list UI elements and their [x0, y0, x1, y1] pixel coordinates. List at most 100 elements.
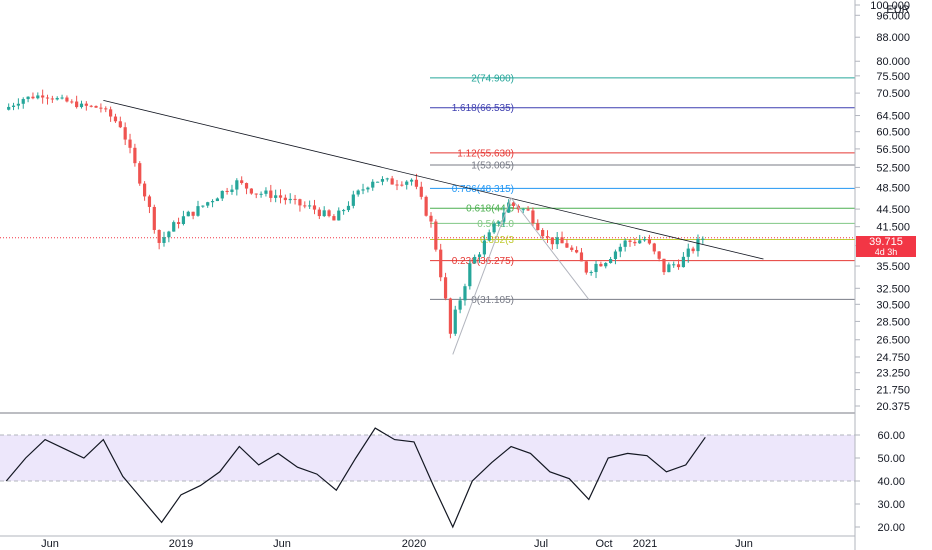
candle-body: [89, 105, 93, 107]
candle-body: [477, 254, 482, 257]
time-tick-label: Jun: [735, 538, 753, 550]
candle-body: [133, 147, 137, 164]
candle-body: [283, 197, 287, 201]
time-tick-label: Jul: [534, 538, 548, 550]
candle-body: [278, 195, 283, 198]
candle-body: [565, 243, 569, 248]
candlestick-series[interactable]: [7, 89, 705, 339]
time-tick-label: 2020: [402, 538, 426, 550]
price-tick-label: 100.000: [870, 0, 910, 12]
candle-body: [99, 107, 103, 109]
candle-body: [235, 180, 239, 190]
candle-body: [26, 96, 30, 100]
candle-body: [186, 211, 190, 217]
candle-body: [429, 215, 433, 222]
candle-body: [60, 97, 64, 99]
price-tick-label: 20.375: [876, 401, 910, 413]
price-tick-label: 32.500: [876, 283, 910, 295]
candle-body: [157, 229, 161, 243]
price-tick-label: 23.250: [876, 368, 910, 380]
candle-body: [589, 272, 593, 274]
candle-body: [628, 240, 632, 242]
price-tick-label: 28.500: [876, 316, 910, 328]
candle-body: [45, 97, 50, 99]
candle-body: [681, 256, 686, 268]
candle-body: [162, 237, 166, 243]
fib-level-label: 1(53.005): [471, 161, 514, 172]
fibonacci-levels[interactable]: 2(74.900) 1.618(66.535) 1.12(55.630) 1(53.0…: [0, 73, 855, 306]
candle-body: [176, 222, 181, 224]
price-tick-label: 60.500: [876, 127, 910, 139]
candle-body: [75, 101, 79, 108]
fib-level-label: 0(31.105): [471, 295, 514, 306]
candle-body: [191, 211, 195, 216]
candle-body: [240, 180, 244, 184]
candle-body: [79, 103, 84, 108]
candle-body: [536, 223, 540, 231]
candle-body: [584, 261, 588, 273]
fib-level-label: 0.5(42.0: [477, 219, 514, 230]
candle-body: [405, 181, 409, 185]
candle-body: [647, 239, 652, 244]
price-tick-label: 41.500: [876, 222, 910, 234]
time-tick-label: Oct: [595, 538, 612, 550]
candle-body: [424, 196, 428, 216]
fib-level-label: 2(74.900): [471, 73, 514, 84]
candle-body: [147, 196, 152, 207]
rsi-tick-label: 20.00: [877, 522, 905, 534]
trendline[interactable]: [103, 99, 764, 260]
candle-body: [521, 209, 525, 211]
rsi-tick-label: 30.00: [877, 499, 905, 511]
candle-body: [342, 210, 346, 212]
candle-body: [65, 97, 69, 102]
fib-swing-path[interactable]: [452, 196, 590, 355]
candle-body: [414, 179, 419, 187]
candle-body: [657, 251, 661, 259]
candle-body: [230, 189, 234, 192]
price-tick-label: 44.500: [876, 204, 910, 216]
price-tick-label: 70.500: [876, 88, 910, 100]
rsi-line: [5, 427, 706, 529]
drawings[interactable]: [103, 99, 764, 355]
candle-body: [633, 241, 637, 244]
candle-body: [482, 240, 486, 255]
fib-level-label: 0.786(48.315): [452, 184, 514, 195]
price-tick-label: 96.000: [876, 10, 910, 22]
candle-body: [298, 199, 302, 206]
candle-body: [41, 95, 45, 98]
candle-body: [419, 186, 423, 197]
candle-body: [36, 95, 40, 99]
candle-body: [167, 231, 171, 238]
candle-body: [642, 239, 647, 241]
fib-level-label: 0.236(36.275): [452, 256, 514, 267]
candle-body: [356, 190, 360, 195]
candle-body: [31, 96, 35, 99]
candle-body: [599, 263, 603, 267]
rsi-pane[interactable]: [0, 427, 855, 529]
candle-body: [16, 103, 20, 106]
candle-body: [254, 193, 258, 195]
candle-body: [327, 210, 331, 217]
candle-body: [667, 264, 671, 273]
candle-body: [545, 236, 550, 238]
candle-body: [623, 240, 627, 247]
price-pane[interactable]: 2(74.900) 1.618(66.535) 1.12(55.630) 1(53.0…: [0, 73, 855, 355]
candle-body: [434, 221, 438, 250]
candle-body: [274, 195, 278, 198]
candle-body: [249, 188, 253, 194]
candle-body: [395, 184, 399, 186]
rsi-band: [0, 435, 855, 481]
candle-body: [531, 210, 535, 224]
candle-body: [142, 183, 147, 197]
candle-body: [293, 198, 297, 200]
candle-body: [560, 237, 564, 244]
candle-body: [575, 249, 579, 253]
candle-body: [463, 286, 467, 301]
time-scale[interactable]: Jun 2019 Jun 2020 Jul Oct 2021 Jun: [0, 535, 855, 550]
candle-body: [351, 194, 355, 206]
price-tick-label: 56.500: [876, 144, 910, 156]
candle-body: [686, 248, 690, 257]
price-tick-label: 80.000: [876, 56, 910, 68]
